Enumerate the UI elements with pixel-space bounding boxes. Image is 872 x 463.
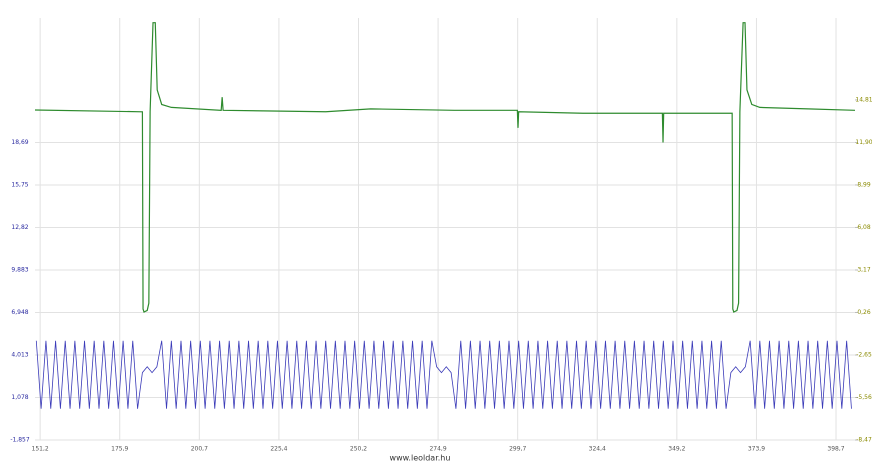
y2-tick-label: 11,90 — [855, 139, 872, 146]
y-tick-label: 4,013 — [11, 352, 28, 359]
series-line — [34, 22, 856, 313]
x-tick-label: 175,9 — [111, 446, 128, 453]
y2-tick-label: 14,81 — [855, 96, 872, 103]
x-tick-label: 349,2 — [668, 446, 685, 453]
x-tick-label: 299,7 — [509, 446, 526, 453]
y-tick-label: 18,69 — [11, 139, 28, 146]
x-tick-label: 324,4 — [589, 446, 606, 453]
y2-tick-label: 3,17 — [857, 266, 871, 273]
series-line — [35, 340, 852, 409]
x-tick-label: 200,7 — [191, 446, 208, 453]
footer: www.leoldar.hu — [390, 454, 451, 463]
x-tick-label: 398,7 — [827, 446, 844, 453]
y-tick-label: 15,75 — [11, 182, 28, 189]
y2-tick-label: -2,65 — [856, 351, 872, 358]
y2-tick-label: -5,56 — [856, 394, 872, 401]
x-tick-label: 250,2 — [350, 446, 367, 453]
x-tick-label: 151,2 — [32, 446, 49, 453]
y2-tick-label: -8,47 — [856, 437, 872, 444]
y2-tick-label: 8,99 — [857, 181, 871, 188]
x-tick-label: 225,4 — [270, 446, 287, 453]
x-tick-label: 274,9 — [429, 446, 446, 453]
y2-tick-label: 6,08 — [857, 224, 871, 231]
y-tick-label: -1,857 — [10, 437, 30, 444]
x-tick-label: 373,9 — [748, 446, 765, 453]
y-tick-label: 12,82 — [11, 224, 28, 231]
y-tick-label: 1,078 — [11, 394, 28, 401]
y-tick-label: 6,948 — [11, 309, 28, 316]
y-tick-label: 9,883 — [11, 267, 28, 274]
y2-tick-label: 0,26 — [857, 309, 871, 316]
